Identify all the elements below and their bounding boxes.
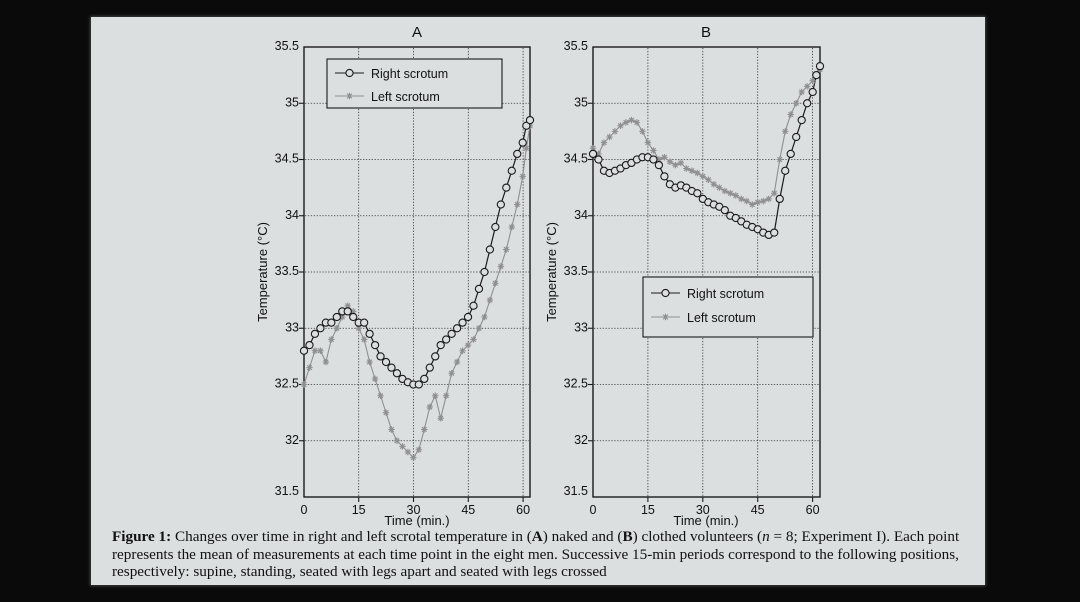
svg-text:15: 15 bbox=[641, 503, 655, 517]
svg-text:31.5: 31.5 bbox=[275, 484, 299, 498]
svg-text:Time (min.): Time (min.) bbox=[673, 513, 738, 528]
svg-text:60: 60 bbox=[806, 503, 820, 517]
svg-text:Right scrotum: Right scrotum bbox=[687, 287, 764, 301]
svg-text:35.5: 35.5 bbox=[275, 39, 299, 53]
svg-text:32: 32 bbox=[285, 433, 299, 447]
svg-text:33: 33 bbox=[285, 320, 299, 334]
svg-text:Right scrotum: Right scrotum bbox=[371, 67, 448, 81]
svg-text:34.5: 34.5 bbox=[564, 152, 588, 166]
svg-text:35: 35 bbox=[574, 95, 588, 109]
svg-text:34: 34 bbox=[285, 208, 299, 222]
svg-text:45: 45 bbox=[751, 503, 765, 517]
svg-text:32.5: 32.5 bbox=[564, 377, 588, 391]
svg-text:Time (min.): Time (min.) bbox=[384, 513, 449, 528]
svg-text:Left scrotum: Left scrotum bbox=[687, 311, 756, 325]
svg-text:Temperature (°C): Temperature (°C) bbox=[255, 222, 270, 322]
svg-text:0: 0 bbox=[590, 503, 597, 517]
svg-text:35.5: 35.5 bbox=[564, 39, 588, 53]
svg-text:60: 60 bbox=[516, 503, 530, 517]
svg-text:34: 34 bbox=[574, 208, 588, 222]
svg-text:B: B bbox=[701, 24, 711, 41]
svg-text:33.5: 33.5 bbox=[275, 264, 299, 278]
svg-text:Left scrotum: Left scrotum bbox=[371, 90, 440, 104]
svg-text:33: 33 bbox=[574, 320, 588, 334]
svg-text:32.5: 32.5 bbox=[275, 377, 299, 391]
svg-text:0: 0 bbox=[301, 503, 308, 517]
svg-text:Temperature (°C): Temperature (°C) bbox=[544, 222, 559, 322]
svg-text:33.5: 33.5 bbox=[564, 264, 588, 278]
svg-text:45: 45 bbox=[461, 503, 475, 517]
svg-text:15: 15 bbox=[352, 503, 366, 517]
svg-text:A: A bbox=[412, 24, 422, 41]
svg-text:35: 35 bbox=[285, 95, 299, 109]
svg-text:32: 32 bbox=[574, 433, 588, 447]
svg-text:34.5: 34.5 bbox=[275, 152, 299, 166]
svg-text:31.5: 31.5 bbox=[564, 484, 588, 498]
